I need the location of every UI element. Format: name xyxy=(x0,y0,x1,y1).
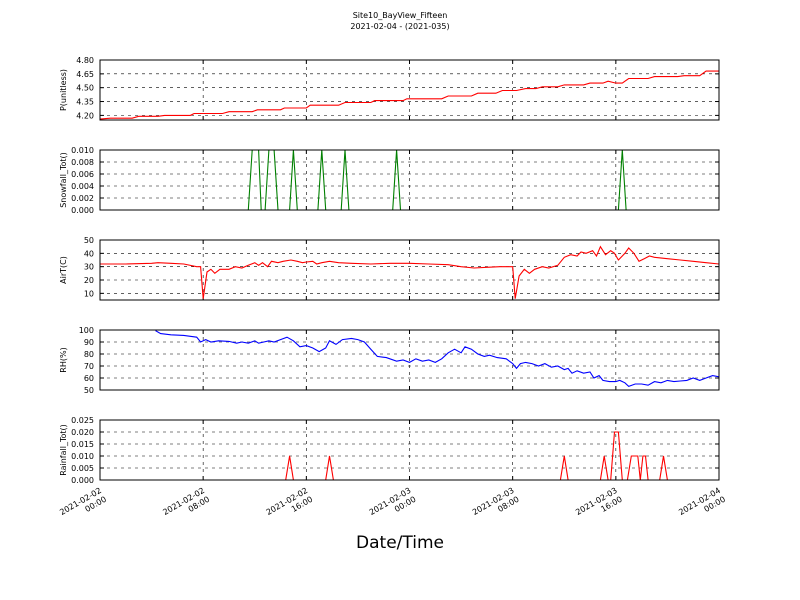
axes-frame xyxy=(99,239,720,301)
chart-title: Site10_BayView_Fifteen xyxy=(352,11,448,20)
y-tick-label: 0.005 xyxy=(71,464,94,473)
y-tick-label: 50 xyxy=(84,386,94,395)
y-tick-label: 100 xyxy=(79,326,94,335)
y-axis-label: AirT(C) xyxy=(59,256,68,284)
y-tick-label: 0.006 xyxy=(71,170,94,179)
series-line xyxy=(100,70,719,120)
chart-subtitle: 2021-02-04 - (2021-035) xyxy=(350,22,450,31)
series-line xyxy=(155,330,719,388)
x-tick-label: 2021-02-0316:00 xyxy=(574,486,624,526)
panel-5: 0.000 0.005 0.010 0.015 0.020 0.025Rainfall_T… xyxy=(59,416,720,485)
x-tick-label: 2021-02-0216:00 xyxy=(265,486,315,526)
y-tick-label: 0.000 xyxy=(71,476,94,485)
x-tick-label: 2021-02-0208:00 xyxy=(161,486,211,526)
chart-title-block: Site10_BayView_Fifteen 2021-02-04 - (202… xyxy=(0,10,800,32)
y-axis-label: RH(%) xyxy=(59,347,68,372)
y-tick-label: 0.015 xyxy=(71,440,94,449)
panel-1: 4.20 4.35 4.50 4.65 4.80 P(unitless) xyxy=(59,56,720,121)
x-axis-label: Date/Time xyxy=(356,533,444,553)
x-tick-label: 2021-02-0400:00 xyxy=(677,486,727,526)
y-tick-label: 0.008 xyxy=(71,158,94,167)
series-line xyxy=(100,431,719,480)
y-tick-label: 4.35 xyxy=(76,98,94,107)
panel-4: 50 60 70 80 90 100 RH(%) xyxy=(59,326,720,395)
x-tick-label: 2021-02-0308:00 xyxy=(471,486,521,526)
y-tick-label: 70 xyxy=(84,362,94,371)
panel-3: 10 20 30 40 50 AirT(C) xyxy=(59,236,720,301)
y-tick-label: 4.65 xyxy=(76,70,94,79)
y-tick-label: 0.000 xyxy=(71,206,94,215)
y-tick-label: 50 xyxy=(84,236,94,245)
y-tick-label: 90 xyxy=(84,338,94,347)
y-tick-label: 30 xyxy=(84,263,94,272)
y-tick-label: 0.010 xyxy=(71,452,94,461)
y-tick-label: 0.010 xyxy=(71,146,94,155)
axes-frame xyxy=(99,419,720,481)
y-tick-label: 80 xyxy=(84,350,94,359)
y-tick-label: 0.004 xyxy=(71,182,94,191)
y-tick-label: 0.020 xyxy=(71,428,94,437)
x-tick-label: 2021-02-0200:00 xyxy=(58,486,108,526)
y-tick-label: 4.80 xyxy=(76,56,94,65)
series-line xyxy=(100,245,719,299)
y-axis-label: Snowfall_Tot() xyxy=(59,152,68,208)
y-axis-label: P(unitless) xyxy=(59,69,68,111)
panel-2: 0.000 0.002 0.004 0.006 0.008 0.010Snowfall_T… xyxy=(59,146,720,215)
axes-frame xyxy=(99,149,720,211)
y-tick-label: 0.002 xyxy=(71,194,94,203)
y-tick-label: 0.025 xyxy=(71,416,94,425)
y-tick-label: 20 xyxy=(84,276,94,285)
axes-frame xyxy=(99,329,720,391)
y-tick-label: 40 xyxy=(84,249,94,258)
y-tick-label: 4.50 xyxy=(76,84,94,93)
axes-frame xyxy=(99,59,720,121)
y-tick-label: 10 xyxy=(84,289,94,298)
y-tick-label: 4.20 xyxy=(76,111,94,120)
y-tick-label: 60 xyxy=(84,374,94,383)
y-axis-label: Rainfall_Tot() xyxy=(59,424,68,476)
x-tick-label: 2021-02-0300:00 xyxy=(368,486,418,526)
